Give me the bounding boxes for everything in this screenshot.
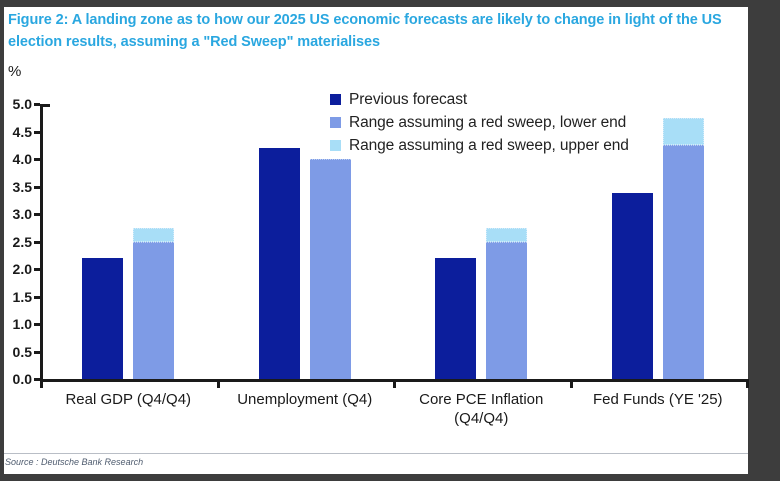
x-axis-tick (569, 379, 573, 388)
y-axis-tick-label: 1.0 (12, 316, 32, 332)
bar-previous-forecast (611, 193, 653, 379)
y-axis-tick-label: 2.5 (12, 233, 32, 250)
y-axis-tick-label: 1.5 (12, 288, 32, 305)
source-divider (4, 453, 748, 454)
x-axis-category-label: Core PCE Inflation (Q4/Q4) (419, 391, 544, 427)
bar-red-sweep-upper (133, 227, 175, 242)
source-note: Source : Deutsche Bank Research (5, 457, 144, 467)
y-axis-tick (34, 185, 40, 189)
y-axis-top-cap (40, 104, 50, 107)
legend-swatch-lower (330, 117, 341, 128)
legend-item-upper-end: Range assuming a red sweep, upper end (330, 134, 629, 157)
bar-red-sweep-lower (662, 145, 704, 379)
legend-swatch-upper (330, 140, 341, 151)
y-axis-tick (34, 158, 40, 161)
y-axis-unit-label: % (8, 63, 22, 80)
y-axis-tick-label: 0.0 (12, 371, 32, 387)
x-axis-tick (393, 379, 396, 388)
legend-item-lower-end: Range assuming a red sweep, lower end (330, 111, 629, 134)
y-axis-tick (34, 350, 40, 354)
bar-red-sweep-upper (486, 227, 528, 242)
y-axis-tick (34, 130, 40, 134)
bar-red-sweep-lower (486, 241, 528, 379)
legend-label: Range assuming a red sweep, upper end (349, 136, 629, 154)
legend-label: Range assuming a red sweep, lower end (349, 113, 627, 131)
bar-previous-forecast (435, 258, 477, 379)
y-axis-tick-label: 3.5 (12, 178, 32, 195)
y-axis-tick-label: 0.5 (12, 343, 32, 360)
x-axis-tick (746, 379, 749, 388)
bar-previous-forecast (258, 148, 300, 379)
y-axis-tick (34, 378, 40, 381)
y-axis-tick (34, 240, 40, 244)
bar-red-sweep-lower (309, 159, 351, 379)
bar-red-sweep-lower (133, 241, 175, 379)
y-axis-tick-label: 5.0 (12, 96, 32, 112)
x-axis-category-label: Unemployment (Q4) (237, 391, 373, 408)
y-axis-tick (34, 213, 40, 216)
x-axis-category-label: Real GDP (Q4/Q4) (65, 391, 192, 408)
legend-item-previous-forecast: Previous forecast (330, 88, 629, 111)
bar-red-sweep-upper (662, 117, 704, 146)
y-axis-tick-label: 3.0 (12, 206, 32, 222)
y-axis-tick (34, 268, 40, 271)
legend-swatch-previous (330, 94, 341, 105)
y-axis-tick (34, 295, 40, 299)
figure-title: Figure 2: A landing zone as to how our 2… (8, 12, 722, 50)
chart-canvas: Figure 2: A landing zone as to how our 2… (4, 7, 749, 474)
y-axis-tick-label: 2.0 (12, 261, 32, 277)
y-axis-tick (34, 323, 40, 326)
y-axis-line (40, 104, 43, 382)
legend-label: Previous forecast (349, 90, 468, 108)
x-axis-tick (216, 379, 220, 388)
y-axis-tick-label: 4.5 (12, 123, 32, 140)
y-axis-tick (34, 103, 40, 106)
x-axis-tick (40, 379, 43, 388)
chart-legend: Previous forecast Range assuming a red s… (330, 88, 629, 157)
x-axis-category-label: Fed Funds (YE '25) (592, 391, 723, 408)
y-axis-tick-label: 4.0 (12, 151, 32, 167)
bar-previous-forecast (82, 258, 124, 379)
